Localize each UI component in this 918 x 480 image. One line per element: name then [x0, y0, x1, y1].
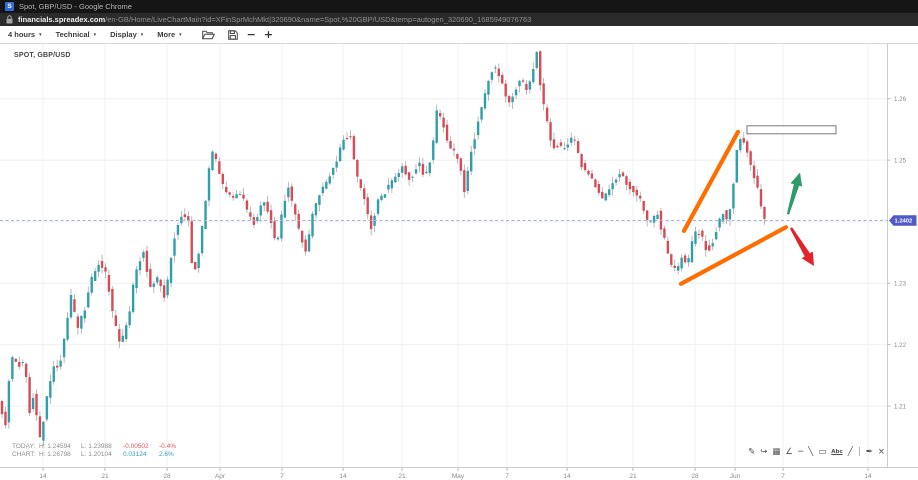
y-axis-label: 1.21	[894, 403, 907, 410]
drawing-toolbar: ✎ ↪ ▦ ∠ ─ ╲ ▭ Abc ╱ | ✒ ×	[748, 448, 885, 457]
chevron-down-icon: ▼	[38, 32, 43, 37]
open-folder-icon	[201, 30, 215, 39]
symbol-label: SPOT, GBP/USD	[14, 52, 71, 59]
chart-change: 0.03124	[123, 451, 147, 458]
zoom-in-button[interactable]: +	[263, 28, 274, 41]
stats-today-row: TODAY: H: 1.24594 L: 1.23988 -0.00502 -0.4%	[12, 443, 176, 451]
url-domain: financials.spreadex.com	[18, 15, 106, 24]
x-axis-label: Apr	[215, 473, 226, 480]
draw-trend-line-icon[interactable]: ╲	[808, 447, 814, 457]
draw-fan-lines-icon[interactable]: ∠	[785, 447, 793, 457]
more-dropdown[interactable]: More ▼	[157, 30, 182, 39]
chevron-down-icon: ▼	[92, 32, 98, 37]
display-dropdown[interactable]: Display ▼	[110, 30, 144, 39]
draw-close-icon[interactable]: ×	[877, 447, 885, 457]
url-path: /en-GB/Home/LiveChartMain?id=XFinSprMchM…	[105, 15, 532, 24]
draw-marker-icon[interactable]: ✒	[865, 447, 873, 457]
y-axis-label: 1.22	[894, 342, 907, 349]
x-axis-label: Jun	[730, 473, 741, 480]
y-axis-label: 1.25	[894, 157, 907, 164]
zoom-out-button[interactable]: −	[246, 28, 256, 41]
timeframe-dropdown[interactable]: 4 hours ▼	[8, 30, 43, 39]
chart-svg[interactable]: 14 21 28 Apr 7 14 21 May 7 14 21 28 Jun 7 14 1.26 1.25 1.…	[0, 44, 918, 480]
chart-range-label: CHART:	[12, 451, 36, 458]
draw-table-icon[interactable]: ▦	[772, 447, 781, 457]
today-change: -0.00502	[123, 443, 149, 450]
down-arrow-annotation[interactable]	[789, 227, 814, 266]
stats-chart-row: CHART: H: 1.26798 L: 1.20104 0.03124 2.6%	[12, 451, 176, 459]
today-low: L: 1.23988	[81, 443, 112, 450]
x-axis-label: 7	[280, 473, 284, 480]
x-axis-label: 14	[864, 473, 872, 480]
axes-layer: 14 21 28 Apr 7 14 21 May 7 14 21 28 Jun 7 14 1.26 1.25 1.…	[0, 44, 918, 480]
chart-stats: TODAY: H: 1.24594 L: 1.23988 -0.00502 -0.4% …	[12, 443, 176, 459]
draw-horizontal-line-icon[interactable]: ─	[798, 447, 804, 457]
chart-area[interactable]: 14 21 28 Apr 7 14 21 May 7 14 21 28 Jun 7 14 1.26 1.25 1.…	[0, 44, 918, 480]
trend-line-1[interactable]	[681, 129, 741, 233]
chart-toolbar: 4 hours ▼ Technical ▼ Display ▼ More ▼	[0, 26, 918, 44]
x-axis-label: 21	[101, 473, 109, 480]
up-arrow-annotation[interactable]	[786, 172, 803, 215]
x-axis-label: 14	[39, 473, 47, 480]
more-label: More	[157, 30, 176, 39]
candles-layer	[0, 50, 766, 447]
draw-elbow-line-icon[interactable]: ↪	[760, 447, 768, 457]
window-title: Spot, GBP/USD - Google Chrome	[19, 2, 132, 11]
draw-pencil-icon[interactable]: ✎	[748, 447, 756, 457]
technical-dropdown[interactable]: Technical ▼	[56, 30, 98, 39]
current-price-badge	[889, 215, 917, 226]
annotations-layer: 1.2402	[0, 125, 917, 286]
technical-label: Technical	[55, 30, 90, 39]
save-chart-button[interactable]	[227, 29, 238, 40]
x-axis-label: 7	[781, 473, 785, 480]
current-price-badge-label: 1.2402	[895, 219, 913, 225]
url-bar[interactable]: financials.spreadex.com/en-GB/Home/LiveC…	[0, 13, 918, 26]
chart-low: L: 1.20104	[81, 451, 112, 458]
lock-icon	[6, 15, 13, 24]
resistance-box[interactable]	[746, 125, 837, 135]
y-axis-label: 1.23	[894, 280, 907, 287]
x-axis-label: 21	[398, 473, 406, 480]
today-label: TODAY:	[12, 443, 36, 450]
x-axis-label: 21	[629, 473, 637, 480]
today-high: H: 1.24594	[39, 443, 71, 450]
x-axis-label: 14	[563, 473, 571, 480]
draw-text-icon[interactable]: Abc	[831, 448, 843, 455]
chart-change-pct: 2.6%	[159, 451, 174, 458]
title-bar: S Spot, GBP/USD - Google Chrome	[0, 0, 918, 13]
address-url[interactable]: financials.spreadex.com/en-GB/Home/LiveC…	[18, 15, 531, 24]
chart-high: H: 1.26798	[39, 451, 71, 458]
site-favicon: S	[5, 2, 14, 11]
x-axis-label: 14	[339, 473, 347, 480]
x-axis-label: 28	[691, 473, 699, 480]
display-label: Display	[110, 30, 137, 39]
y-axis-label: 1.26	[894, 96, 907, 103]
save-icon	[227, 29, 238, 40]
grid-layer	[0, 44, 888, 467]
chevron-down-icon: ▼	[178, 32, 183, 37]
draw-ray-icon[interactable]: ╱	[847, 447, 853, 457]
trend-line-2[interactable]	[678, 225, 789, 286]
x-axis-label: 7	[505, 473, 509, 480]
open-chart-button[interactable]	[201, 30, 215, 40]
timeframe-label: 4 hours	[8, 30, 36, 39]
x-axis-label: May	[452, 473, 465, 480]
chevron-down-icon: ▼	[139, 32, 145, 37]
x-axis-label: 28	[163, 473, 171, 480]
toolbar-divider: |	[857, 447, 861, 457]
draw-rectangle-icon[interactable]: ▭	[818, 447, 827, 457]
today-change-pct: -0.4%	[159, 443, 176, 450]
